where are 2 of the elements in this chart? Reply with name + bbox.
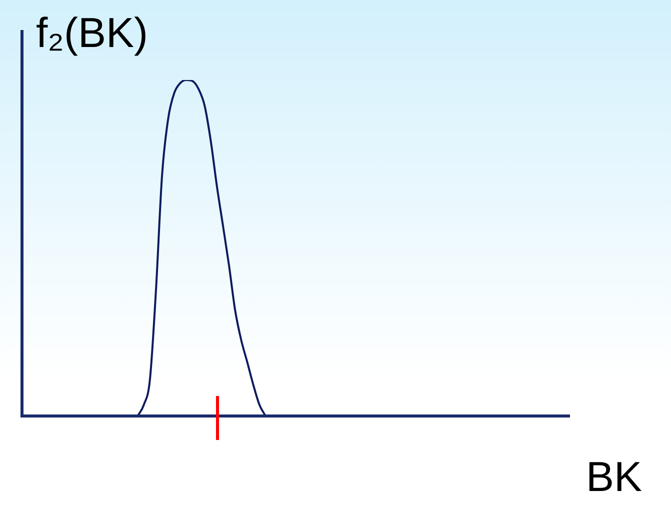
y-axis-title: f₂(BK) [36,8,148,58]
x-axis-title: BK [586,452,642,502]
